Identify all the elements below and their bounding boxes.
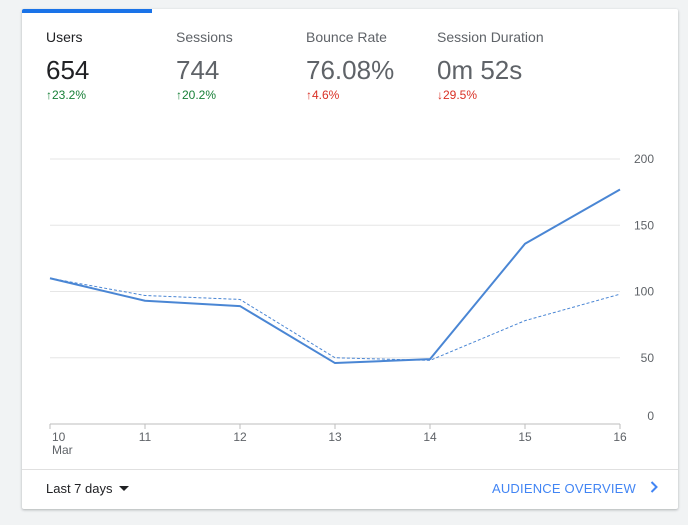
card-footer: Last 7 days AUDIENCE OVERVIEW xyxy=(22,469,678,509)
metric-label: Users xyxy=(46,29,83,45)
users-line-chart: 0 50 100 150 200 10 Mar 11 12 13 14 15 16 xyxy=(22,139,678,469)
y-tick-label: 0 xyxy=(647,409,654,423)
x-tick-sublabel: Mar xyxy=(52,443,73,457)
metric-label: Sessions xyxy=(176,29,233,45)
metric-change: ↑4.6% xyxy=(306,88,340,102)
metric-tab-users[interactable]: Users 654 ↑23.2% xyxy=(46,25,176,125)
x-tick-label: 11 xyxy=(139,430,152,444)
metric-value: 744 xyxy=(176,55,220,85)
arrow-down-icon: ↓ xyxy=(437,88,443,102)
metric-change: ↓29.5% xyxy=(437,88,478,102)
active-tab-indicator xyxy=(22,9,152,13)
metric-change: ↑23.2% xyxy=(46,88,87,102)
audience-overview-label: AUDIENCE OVERVIEW xyxy=(491,481,636,496)
caret-down-icon xyxy=(118,486,129,492)
x-tick-label: 15 xyxy=(518,430,532,444)
arrow-up-icon: ↑ xyxy=(306,88,312,102)
audience-overview-link[interactable]: AUDIENCE OVERVIEW xyxy=(492,481,658,496)
date-range-dropdown[interactable]: Last 7 days xyxy=(46,481,129,496)
y-tick-label: 200 xyxy=(634,152,654,166)
x-tick-label: 16 xyxy=(613,430,627,444)
chevron-right-icon xyxy=(650,481,658,496)
metric-tab-sessions[interactable]: Sessions 744 ↑20.2% xyxy=(176,25,306,125)
arrow-up-icon: ↑ xyxy=(46,88,52,102)
metric-label: Session Duration xyxy=(437,29,544,45)
metric-tabs: Users 654 ↑23.2% Sessions 744 ↑20.2% Bou… xyxy=(22,9,678,139)
series-line-current xyxy=(49,188,621,365)
metric-change: ↑20.2% xyxy=(176,88,217,102)
metric-label: Bounce Rate xyxy=(306,29,387,45)
x-tick-label: 14 xyxy=(423,430,437,444)
metric-value: 76.08% xyxy=(306,55,395,85)
metric-value: 654 xyxy=(46,55,90,85)
metric-tab-session-duration[interactable]: Session Duration 0m 52s ↓29.5% xyxy=(437,25,607,125)
arrow-up-icon: ↑ xyxy=(176,88,182,102)
metric-value: 0m 52s xyxy=(437,55,523,85)
audience-card: Users 654 ↑23.2% Sessions 744 ↑20.2% Bou… xyxy=(22,9,678,509)
metric-tab-bounce-rate[interactable]: Bounce Rate 76.08% ↑4.6% xyxy=(306,25,436,125)
x-tick-label: 10 xyxy=(52,430,66,444)
date-range-label: Last 7 days xyxy=(46,481,113,496)
x-tick-label: 12 xyxy=(233,430,247,444)
y-tick-label: 150 xyxy=(634,218,654,232)
y-tick-label: 50 xyxy=(641,351,655,365)
y-tick-label: 100 xyxy=(634,285,654,299)
series-line-previous xyxy=(49,277,621,361)
x-tick-label: 13 xyxy=(328,430,342,444)
